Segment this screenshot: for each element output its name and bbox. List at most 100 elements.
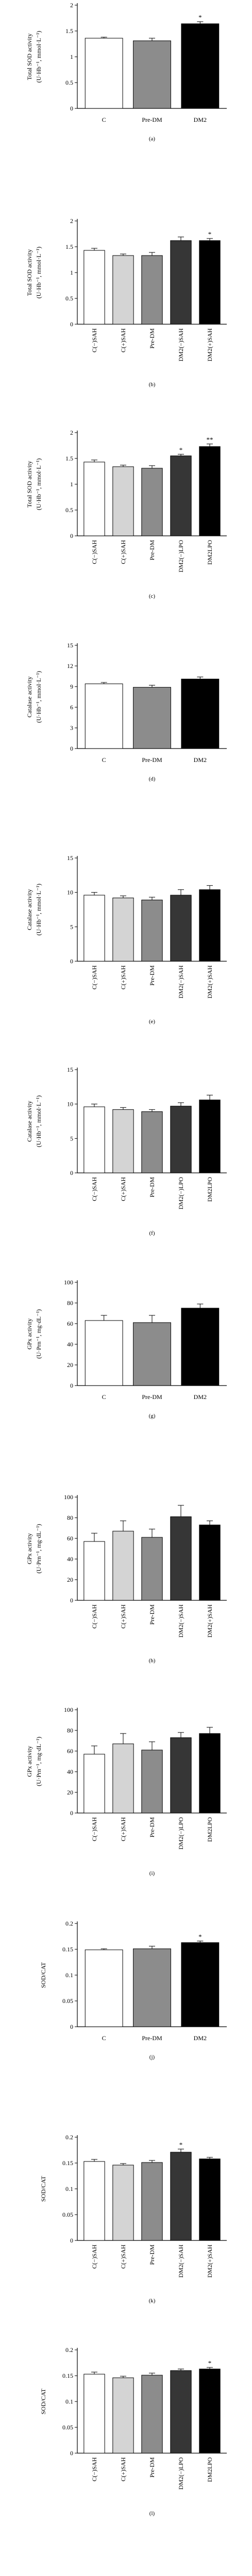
y-tick-label: 15	[67, 854, 73, 862]
y-axis-title: (U·Prn⁻¹, mg·dL⁻¹)	[35, 1737, 42, 1786]
x-category-label: DM2(−)LPO	[177, 1817, 184, 1850]
panel-label: (a)	[149, 136, 156, 142]
bar-3	[170, 1516, 192, 1601]
y-tick-label: 80	[67, 1514, 73, 1521]
y-tick-label: 0.1	[65, 2398, 73, 2405]
bar-0	[85, 683, 123, 749]
x-category-label: DM2(−)SAH	[177, 2245, 184, 2278]
x-category-label: Pre-DM	[148, 2457, 156, 2478]
y-tick-label: 60	[67, 1747, 73, 1755]
y-axis-title: GPx activity	[26, 1533, 33, 1564]
x-category-label: Pre-DM	[148, 1817, 156, 1838]
y-tick-label: 1	[70, 481, 73, 488]
y-axis-title: (U·Prn⁻¹, mg·dL⁻¹)	[35, 1524, 42, 1573]
bar-0	[85, 1949, 123, 2027]
x-category-label: DM2	[194, 1393, 207, 1401]
x-category-label: DM2LPO	[206, 1817, 213, 1842]
y-tick-label: 80	[67, 1727, 73, 1734]
chart-panel-4: Catalase activity (U·Hb⁻¹, mmol·L⁻¹) 0 5 10 1…	[26, 854, 227, 1025]
x-category-label: C	[102, 2034, 106, 2042]
bar-3	[170, 1106, 192, 1173]
bar-2	[141, 2162, 163, 2241]
bar-3	[170, 240, 192, 325]
bar-1	[112, 466, 134, 536]
y-tick-label: 0	[70, 2023, 73, 2030]
significance-marker: *	[198, 13, 202, 21]
y-tick-label: 0.5	[65, 79, 73, 86]
y-tick-label: 1	[70, 269, 73, 276]
y-tick-label: 15	[67, 1066, 73, 1073]
bar-2	[141, 2375, 163, 2454]
y-tick-label: 0	[70, 321, 73, 328]
y-axis-title: Catalase activity	[26, 889, 33, 930]
bar-1	[112, 1743, 134, 1814]
bar-1	[112, 897, 134, 962]
bar-0	[83, 1754, 105, 1814]
significance-marker: *	[179, 446, 183, 454]
bar-1	[133, 1948, 171, 2027]
x-category-label: DM2LPO	[206, 2457, 213, 2482]
bar-0	[83, 2374, 105, 2454]
bar-1	[133, 1322, 171, 1386]
y-axis-title: (U·Hb⁻¹, mmol·L⁻¹)	[35, 247, 42, 299]
x-category-label: C(−)SAH	[91, 2457, 98, 2482]
panel-label: (e)	[149, 1019, 156, 1025]
y-tick-label: 0.5	[65, 506, 73, 514]
bar-3	[170, 895, 192, 962]
x-category-label: C(+)SAH	[120, 540, 127, 564]
x-category-label: C	[102, 116, 106, 123]
y-tick-label: 0	[70, 532, 73, 539]
y-axis-title: Total SOD activity	[26, 249, 33, 296]
chart-panel-0: Total SOD activity (U·Hb⁻¹, mmol·L⁻¹) 0 0.5…	[26, 2, 227, 142]
x-category-label: DM2(+)SAH	[206, 965, 213, 998]
x-category-label: C(+)SAH	[120, 328, 127, 353]
x-category-label: Pre-DM	[148, 2245, 156, 2265]
x-category-label: C(−)SAH	[91, 328, 98, 353]
y-tick-label: 0	[70, 2237, 73, 2244]
bar-0	[85, 38, 123, 109]
y-axis-title: SOD/CAT	[40, 2175, 47, 2202]
chart-panel-2: Total SOD activity (U·Hb⁻¹, mmol·L⁻¹) 0 0.5…	[26, 429, 227, 599]
x-category-label: DM2(−)SAH	[177, 328, 184, 361]
x-category-label: Pre-DM	[142, 2034, 162, 2042]
y-tick-label: 10	[67, 889, 73, 896]
x-category-label: C(−)SAH	[91, 2245, 98, 2269]
chart-panel-3: Catalase activity (U·Hb⁻¹, mmol·L⁻¹) 0 3 6 9 1…	[26, 642, 227, 782]
bar-2	[141, 1750, 163, 1814]
y-tick-label: 1	[70, 53, 73, 60]
bar-0	[83, 1106, 105, 1173]
x-category-label: Pre-DM	[148, 540, 156, 561]
bar-2	[181, 1942, 220, 2027]
y-tick-label: 3	[70, 724, 73, 732]
x-category-label: DM2(−)LPO	[177, 2457, 184, 2490]
y-tick-label: 40	[67, 1555, 73, 1563]
significance-marker: *	[208, 230, 212, 238]
y-tick-label: 0	[70, 105, 73, 112]
bar-1	[112, 2377, 134, 2454]
chart-panel-8: GPx activity (U·Prn⁻¹, mg·dL⁻¹) 0 20 40 60 80 1…	[26, 1706, 227, 1877]
y-tick-label: 0.15	[62, 1946, 73, 1953]
x-category-label: DM2(−)LPO	[177, 1177, 184, 1210]
y-tick-label: 20	[67, 1576, 73, 1583]
bar-4	[199, 240, 221, 325]
bar-4	[199, 1733, 221, 1814]
bar-1	[112, 1109, 134, 1173]
y-axis-title: Catalase activity	[26, 676, 33, 718]
bar-1	[112, 1531, 134, 1601]
y-tick-label: 0	[70, 958, 73, 965]
y-tick-label: 0	[70, 1382, 73, 1389]
y-tick-label: 15	[67, 642, 73, 649]
x-category-label: DM2	[194, 116, 207, 123]
bar-2	[141, 1111, 163, 1173]
bar-2	[141, 1537, 163, 1601]
y-tick-label: 0.5	[65, 295, 73, 302]
panel-label: (l)	[149, 2510, 155, 2517]
x-category-label: Pre-DM	[148, 1604, 156, 1625]
bar-1	[112, 255, 134, 325]
panel-label: (g)	[149, 1413, 156, 1419]
bar-0	[83, 1541, 105, 1601]
panel-label: (i)	[149, 1870, 155, 1877]
bar-2	[141, 899, 163, 962]
x-category-label: DM2(−)SAH	[177, 965, 184, 998]
chart-panel-6: GPx activity (U·Prn⁻¹, mg·dL⁻¹) 0 20 40 60 80 1…	[26, 1279, 227, 1419]
